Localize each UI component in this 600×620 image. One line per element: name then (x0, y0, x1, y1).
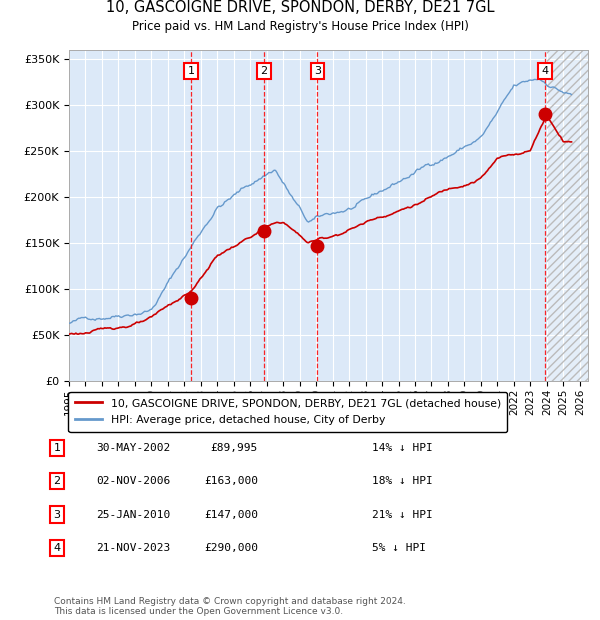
Text: 21-NOV-2023: 21-NOV-2023 (96, 543, 170, 553)
Text: 4: 4 (541, 66, 548, 76)
Text: This data is licensed under the Open Government Licence v3.0.: This data is licensed under the Open Gov… (54, 608, 343, 616)
Text: 02-NOV-2006: 02-NOV-2006 (96, 476, 170, 486)
Text: 14% ↓ HPI: 14% ↓ HPI (372, 443, 433, 453)
Text: 10, GASCOIGNE DRIVE, SPONDON, DERBY, DE21 7GL: 10, GASCOIGNE DRIVE, SPONDON, DERBY, DE2… (106, 0, 494, 15)
Text: £89,995: £89,995 (211, 443, 258, 453)
Text: 2: 2 (260, 66, 268, 76)
Text: 1: 1 (53, 443, 61, 453)
Legend: 10, GASCOIGNE DRIVE, SPONDON, DERBY, DE21 7GL (detached house), HPI: Average pri: 10, GASCOIGNE DRIVE, SPONDON, DERBY, DE2… (68, 392, 508, 432)
Text: 21% ↓ HPI: 21% ↓ HPI (372, 510, 433, 520)
Text: 1: 1 (188, 66, 194, 76)
Text: 30-MAY-2002: 30-MAY-2002 (96, 443, 170, 453)
Bar (547, 50, 588, 381)
Text: 4: 4 (53, 543, 61, 553)
Text: £163,000: £163,000 (204, 476, 258, 486)
Text: 25-JAN-2010: 25-JAN-2010 (96, 510, 170, 520)
Text: 3: 3 (314, 66, 321, 76)
Text: 18% ↓ HPI: 18% ↓ HPI (372, 476, 433, 486)
Text: 5% ↓ HPI: 5% ↓ HPI (372, 543, 426, 553)
Text: Price paid vs. HM Land Registry's House Price Index (HPI): Price paid vs. HM Land Registry's House … (131, 20, 469, 32)
Text: Contains HM Land Registry data © Crown copyright and database right 2024.: Contains HM Land Registry data © Crown c… (54, 597, 406, 606)
Text: 2: 2 (53, 476, 61, 486)
Text: 3: 3 (53, 510, 61, 520)
Text: £147,000: £147,000 (204, 510, 258, 520)
Bar (547, 50, 588, 381)
Text: £290,000: £290,000 (204, 543, 258, 553)
